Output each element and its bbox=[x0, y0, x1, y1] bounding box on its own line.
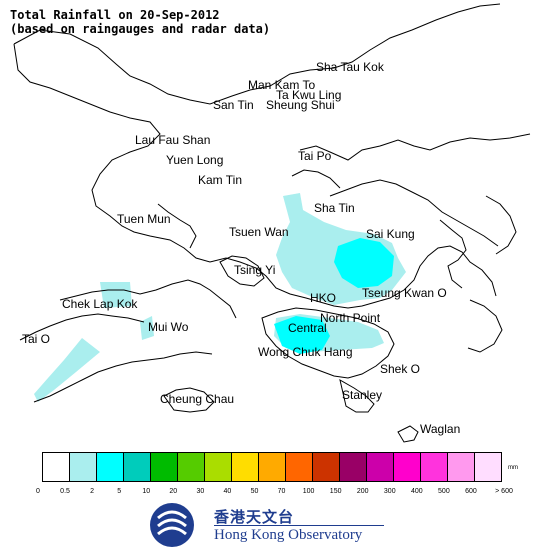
rain-area-chek-lap-kok bbox=[100, 282, 132, 308]
place-label-wong-chuk-hang: Wong Chuk Hang bbox=[258, 345, 353, 359]
place-label-chek-lap-kok: Chek Lap Kok bbox=[62, 297, 138, 311]
rainfall-legend: mm bbox=[42, 452, 520, 482]
place-label-tseung-kwan-o: Tseung Kwan O bbox=[362, 286, 447, 300]
legend-tick-label: 300 bbox=[383, 488, 396, 495]
legend-swatch bbox=[124, 453, 151, 481]
legend-tick-label: 600 bbox=[465, 488, 477, 495]
legend-swatch bbox=[205, 453, 232, 481]
place-label-tsuen-wan: Tsuen Wan bbox=[229, 225, 289, 239]
legend-swatch bbox=[178, 453, 205, 481]
legend-tick-label: 500 bbox=[438, 488, 450, 495]
legend-swatch bbox=[448, 453, 475, 481]
rain-core-sai-kung bbox=[334, 238, 394, 288]
legend-tick-label: 2 bbox=[90, 488, 95, 495]
logo-divider bbox=[214, 525, 384, 526]
map-title-line2: (based on raingauges and radar data) bbox=[10, 22, 271, 36]
place-label-sheung-shui: Sheung Shui bbox=[266, 98, 335, 112]
legend-tick-label: 20 bbox=[169, 488, 178, 495]
place-label-lau-fau-shan: Lau Fau Shan bbox=[135, 133, 211, 147]
legend-tick-label: > 600 bbox=[495, 488, 513, 495]
legend-tick-labels: 0 0.5 2 5 10 20 30 40 50 70 100 150 200 300 400 500 600 >… bbox=[0, 488, 545, 500]
hko-emblem bbox=[150, 503, 194, 547]
map-title: Total Rainfall on 20-Sep-2012 (based on … bbox=[10, 8, 270, 36]
legend-swatch bbox=[421, 453, 448, 481]
legend-swatch bbox=[232, 453, 259, 481]
legend-swatch bbox=[340, 453, 367, 481]
legend-swatch bbox=[286, 453, 313, 481]
place-label-shek-o: Shek O bbox=[380, 362, 421, 376]
map-title-line1: Total Rainfall on 20-Sep-2012 bbox=[10, 8, 220, 22]
place-label-cheung-chau: Cheung Chau bbox=[160, 392, 235, 406]
legend-swatch bbox=[97, 453, 124, 481]
legend-tick-label: 150 bbox=[329, 488, 342, 495]
place-label-stanley: Stanley bbox=[342, 388, 383, 402]
place-label-hko: HKO bbox=[310, 291, 337, 305]
place-label-kam-tin: Kam Tin bbox=[198, 173, 243, 187]
legend-swatch bbox=[313, 453, 340, 481]
legend-swatch bbox=[475, 453, 501, 481]
place-label-yuen-long: Yuen Long bbox=[166, 153, 224, 167]
place-label-sha-tau-kok: Sha Tau Kok bbox=[316, 60, 384, 74]
place-label-north-point: North Point bbox=[320, 311, 381, 325]
logo-english-name: Hong Kong Observatory bbox=[214, 527, 363, 543]
rain-core-hk-island bbox=[274, 316, 330, 354]
place-label-waglan: Waglan bbox=[420, 422, 461, 436]
place-label-sai-kung: Sai Kung bbox=[366, 227, 415, 241]
legend-tick-label: 30 bbox=[196, 488, 205, 495]
coastline bbox=[13, 3, 531, 443]
legend-tick-label: 70 bbox=[277, 488, 286, 495]
legend-tick-label: 200 bbox=[356, 488, 369, 495]
legend-tick-label: 0 bbox=[36, 488, 40, 495]
legend-tick-label: 5 bbox=[117, 488, 122, 495]
place-label-tai-o: Tai O bbox=[22, 332, 51, 346]
place-label-tai-po: Tai Po bbox=[298, 149, 332, 163]
legend-tick-label: 400 bbox=[410, 488, 423, 495]
legend-tick-label: 50 bbox=[250, 488, 259, 495]
legend-swatch bbox=[151, 453, 178, 481]
legend-tick-label: 40 bbox=[223, 488, 232, 495]
place-label-man-kam-to: Man Kam To bbox=[248, 78, 316, 92]
legend-swatch bbox=[43, 453, 70, 481]
place-label-sha-tin: Sha Tin bbox=[314, 201, 355, 215]
legend-swatch bbox=[259, 453, 286, 481]
legend-tick-label: 0.5 bbox=[60, 488, 70, 495]
legend-swatch bbox=[70, 453, 97, 481]
place-label-tuen-mun: Tuen Mun bbox=[117, 212, 171, 226]
place-label-san-tin: San Tin bbox=[213, 98, 254, 112]
place-label-ta-kwu-ling: Ta Kwu Ling bbox=[276, 88, 342, 102]
legend-swatch bbox=[367, 453, 394, 481]
legend-unit-label: mm bbox=[508, 465, 518, 471]
place-label-mui-wo: Mui Wo bbox=[148, 320, 189, 334]
place-label-tsing-yi: Tsing Yi bbox=[234, 263, 276, 277]
legend-tick-label: 10 bbox=[142, 488, 151, 495]
hko-logo: 香港天文台 Hong Kong Observatory bbox=[148, 502, 408, 548]
legend-swatch bbox=[394, 453, 421, 481]
logo-chinese-name: 香港天文台 bbox=[214, 508, 295, 526]
legend-tick-label: 100 bbox=[302, 488, 315, 495]
legend-color-bar bbox=[42, 452, 502, 482]
rain-area-lantau-west bbox=[34, 338, 100, 402]
place-label-central: Central bbox=[288, 321, 327, 335]
